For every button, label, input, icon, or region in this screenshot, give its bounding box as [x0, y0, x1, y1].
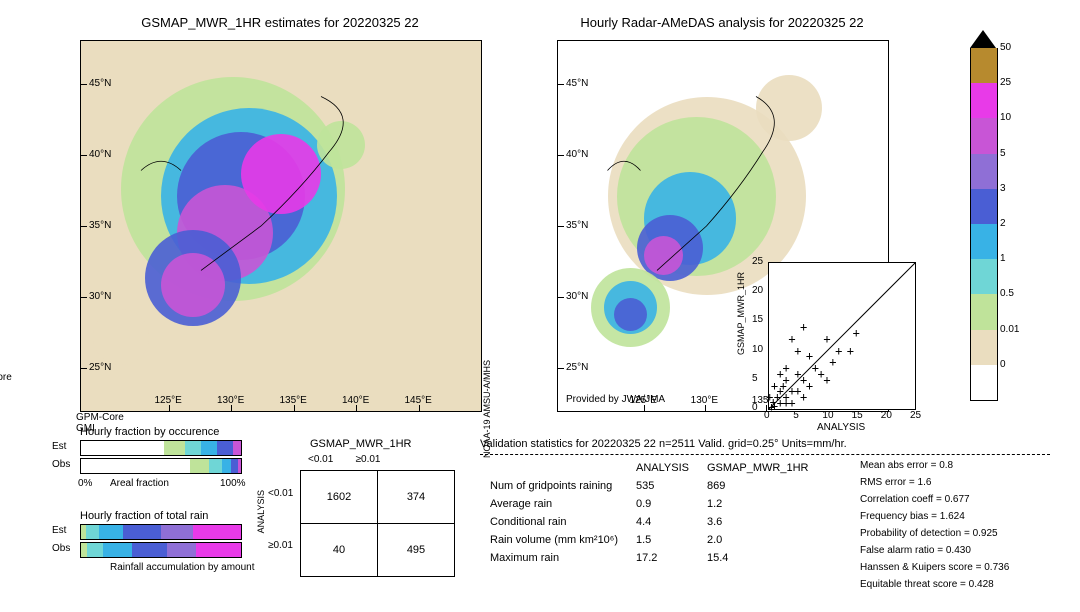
scatter-plot: +++++++++++++++++++++++++++++++++ — [768, 262, 916, 410]
precip-colorbar: 50251053210.50.010 — [970, 30, 996, 400]
right-map-title: Hourly Radar-AMeDAS analysis for 2022032… — [557, 15, 887, 30]
left-map-title: GSMAP_MWR_1HR estimates for 20220325 22 — [80, 15, 480, 30]
gsmap-map-panel: 45°N40°N35°N30°N25°N125°E130°E135°E140°E… — [80, 40, 482, 412]
